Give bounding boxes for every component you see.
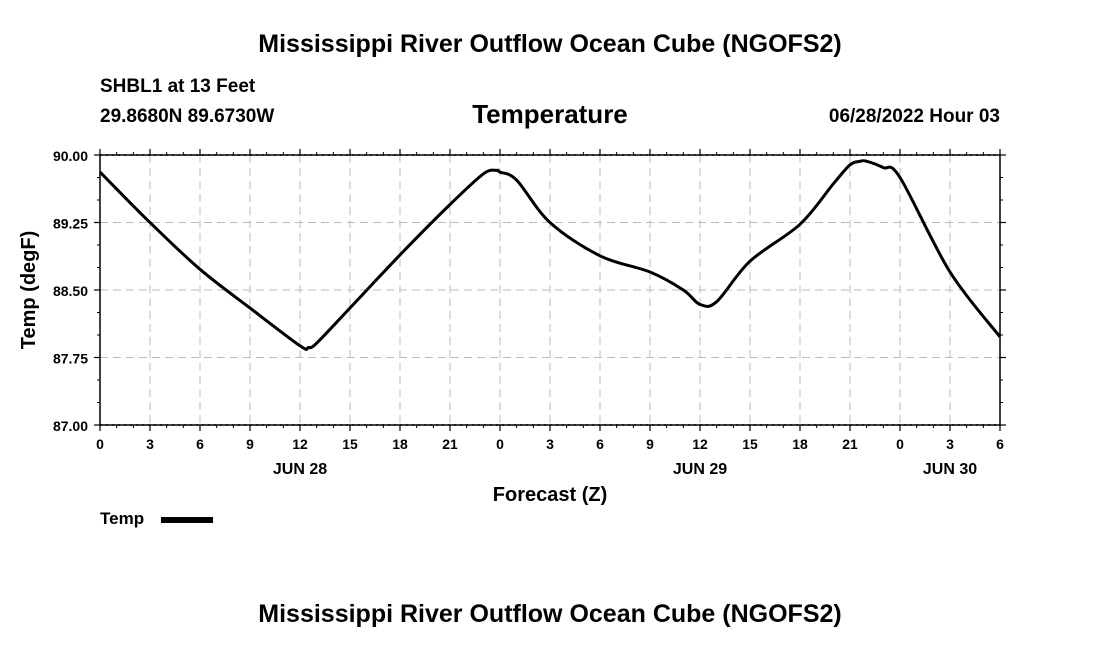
- plot-frame: [99, 154, 1001, 426]
- chart-title: Mississippi River Outflow Ocean Cube (NG…: [258, 30, 842, 58]
- y-tick-label: 90.00: [53, 148, 88, 164]
- x-tick-label: 0: [96, 436, 104, 452]
- y-tick-label: 88.50: [53, 283, 88, 299]
- date-labels: JUN 28 JUN 29 JUN 30: [273, 461, 977, 478]
- chart-title-repeat: Mississippi River Outflow Ocean Cube (NG…: [258, 600, 842, 628]
- x-tick-label: 18: [392, 436, 408, 452]
- y-tick-label: 87.75: [53, 351, 88, 367]
- y-tick-labels: 90.00 89.25 88.50 87.75 87.00: [53, 148, 88, 434]
- y-tick-label: 89.25: [53, 216, 88, 232]
- station-label: SHBL1 at 13 Feet: [100, 76, 256, 97]
- x-tick-label: 9: [646, 436, 654, 452]
- x-tick-label: 0: [896, 436, 904, 452]
- grid-lines: [100, 154, 1000, 426]
- x-tick-label: 12: [692, 436, 708, 452]
- x-tick-label: 18: [792, 436, 808, 452]
- x-tick-label: 15: [342, 436, 358, 452]
- x-tick-label: 9: [246, 436, 254, 452]
- x-tick-label: 3: [546, 436, 554, 452]
- x-tick-label: 3: [146, 436, 154, 452]
- x-tick-label: 12: [292, 436, 308, 452]
- x-tick-label: 6: [996, 436, 1004, 452]
- legend-swatch: [161, 517, 213, 523]
- x-tick-label: 15: [742, 436, 758, 452]
- y-tick-label: 87.00: [53, 418, 88, 434]
- x-axis-label: Forecast (Z): [493, 484, 607, 506]
- x-tick-label: 21: [442, 436, 458, 452]
- x-tick-label: 0: [496, 436, 504, 452]
- y-axis-label: Temp (degF): [18, 231, 40, 350]
- x-tick-labels: 0 3 6 9 12 15 18 21 0 3 6 9 12 15 18 21 0 3 6: [96, 436, 1004, 452]
- chart-subtitle: Temperature: [472, 99, 628, 129]
- x-tick-label: 6: [596, 436, 604, 452]
- legend-label: Temp: [100, 509, 145, 528]
- temp-series-line: [98, 159, 1002, 351]
- date-label: JUN 30: [923, 461, 977, 478]
- x-tick-label: 6: [196, 436, 204, 452]
- station-coordinates: 29.8680N 89.6730W: [100, 106, 275, 127]
- date-label: JUN 29: [673, 461, 727, 478]
- x-tick-label: 21: [842, 436, 858, 452]
- forecast-datetime: 06/28/2022 Hour 03: [828, 106, 1000, 127]
- date-label: JUN 28: [273, 461, 327, 478]
- x-tick-label: 3: [946, 436, 954, 452]
